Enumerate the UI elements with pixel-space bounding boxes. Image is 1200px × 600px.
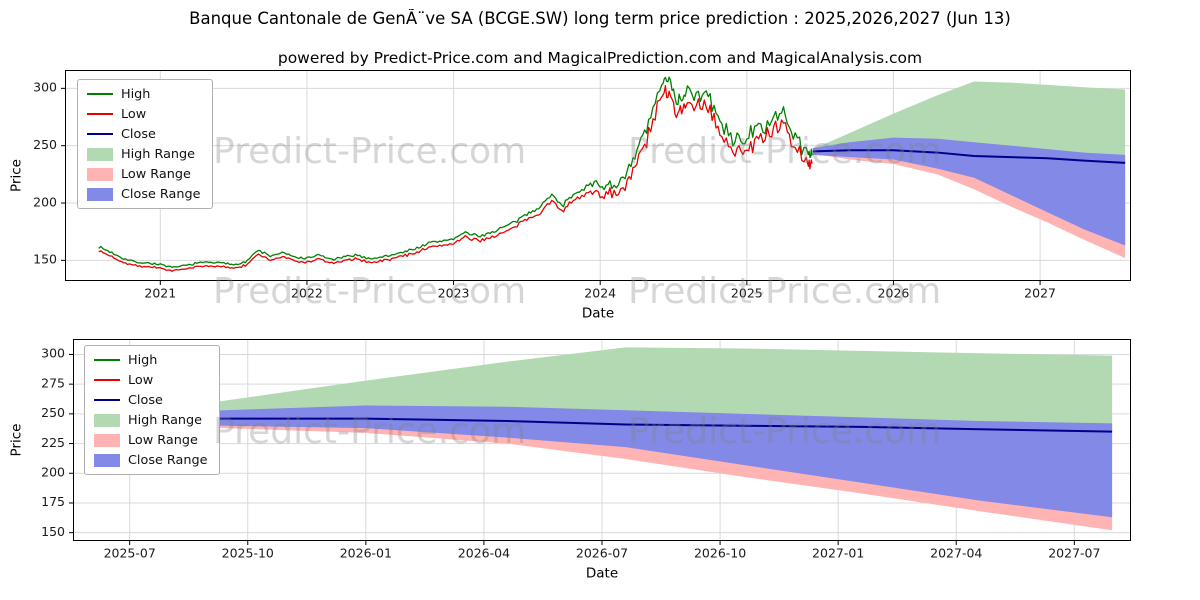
legend-item-low: Low [87, 106, 201, 122]
legend-item-close: Close [94, 392, 208, 408]
legend-patch-swatch [94, 433, 120, 447]
legend-item-close-range: Close Range [87, 186, 201, 202]
legend-patch-swatch [94, 413, 120, 427]
legend-item-low-range: Low Range [87, 166, 201, 182]
legend-patch-swatch [94, 453, 120, 467]
legend-patch-swatch [87, 147, 113, 161]
legend-item-low-range: Low Range [94, 432, 208, 448]
legend-line-swatch [87, 133, 113, 135]
legend-line-swatch [87, 93, 113, 95]
legend-item-high: High [94, 352, 208, 368]
legend-line-swatch [94, 399, 120, 401]
legend-label: High Range [121, 146, 196, 162]
legend-item-low: Low [94, 372, 208, 388]
legend-patch-swatch [87, 167, 113, 181]
legend-line-swatch [87, 113, 113, 115]
legend-item-high-range: High Range [87, 146, 201, 162]
legend-label: High [128, 352, 158, 368]
legend-item-close: Close [87, 126, 201, 142]
legend-line-swatch [94, 379, 120, 381]
legend-label: Close Range [121, 186, 201, 202]
legend-item-close-range: Close Range [94, 452, 208, 468]
legend-label: High Range [128, 412, 203, 428]
legend-label: Low [121, 106, 147, 122]
legend-bottom-chart: High Low Close High Range Low Range Close Ran… [84, 345, 220, 475]
legend-patch-swatch [87, 187, 113, 201]
chart-subtitle: powered by Predict-Price.com and Magical… [277, 49, 923, 67]
legend-label: Close [128, 392, 163, 408]
legend-label: High [121, 86, 151, 102]
legend-label: Low [128, 372, 154, 388]
legend-label: Low Range [121, 166, 191, 182]
legend-line-swatch [94, 359, 120, 361]
legend-top-chart: High Low Close High Range Low Range Close Ran… [77, 79, 213, 209]
legend-item-high: High [87, 86, 201, 102]
legend-label: Low Range [128, 432, 198, 448]
legend-label: Close Range [128, 452, 208, 468]
chart-title: Banque Cantonale de GenÃ¨ve SA (BCGE.SW)… [189, 9, 1011, 28]
legend-label: Close [121, 126, 156, 142]
legend-item-high-range: High Range [94, 412, 208, 428]
